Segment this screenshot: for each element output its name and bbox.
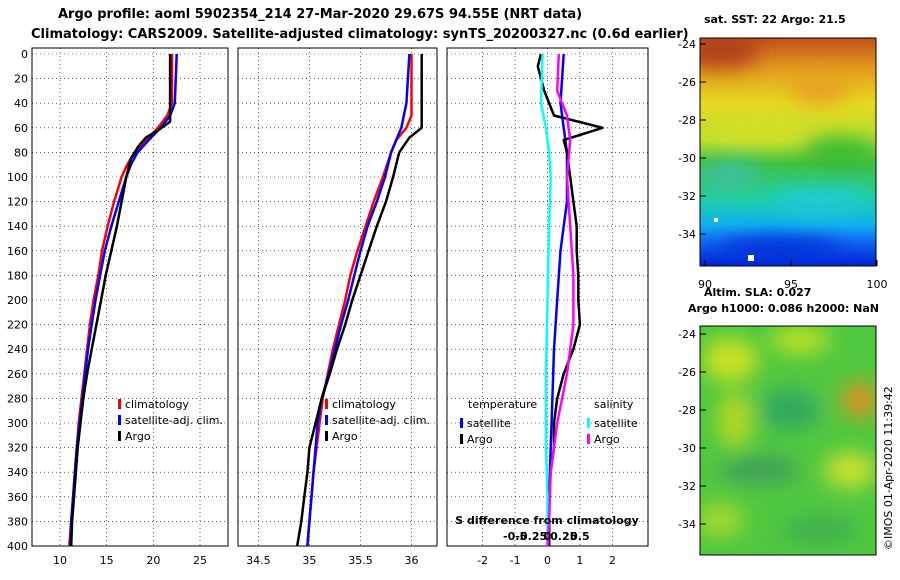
- series-line: [546, 53, 575, 547]
- sst-lat-label: -34: [678, 228, 696, 241]
- legend-title-salinity: salinity: [594, 398, 634, 411]
- legend-label: Argo: [594, 433, 620, 446]
- legend-label: satellite-adj. clim.: [125, 414, 223, 427]
- depth-tick-label: 60: [14, 122, 28, 135]
- salinity-diff-tick-label: -0.25: [515, 530, 547, 543]
- depth-tick-label: 200: [7, 294, 28, 307]
- sst-lon-label: 100: [867, 278, 888, 291]
- depth-tick-label: 380: [7, 515, 28, 528]
- sst-lat-label: -30: [678, 152, 696, 165]
- sst-map-title: sat. SST: 22 Argo: 21.5: [704, 13, 846, 26]
- depth-tick-label: 80: [14, 146, 28, 159]
- title-line-2: Climatology: CARS2009. Satellite-adjuste…: [31, 27, 689, 42]
- depth-tick-label: 220: [7, 319, 28, 332]
- x-tick-label: 10: [53, 554, 67, 567]
- x-tick-label: 35: [302, 554, 316, 567]
- depth-tick-label: 400: [7, 540, 28, 553]
- series-line: [539, 53, 552, 546]
- x-tick-label: 34.5: [246, 554, 271, 567]
- legend-marker: [118, 415, 121, 425]
- x-tick-label: -1: [510, 554, 521, 567]
- legend-label: satellite: [467, 417, 511, 430]
- x-tick-label: -2: [477, 554, 488, 567]
- depth-tick-label: 300: [7, 417, 28, 430]
- series-line: [295, 54, 423, 547]
- salinity-diff-tick-label: 0.5: [570, 530, 590, 543]
- legend-label: satellite-adj. clim.: [332, 414, 430, 427]
- depth-tick-label: 340: [7, 466, 28, 479]
- sst-lat-label: -24: [678, 38, 696, 51]
- depth-tick-label: 360: [7, 491, 28, 504]
- sst-lat-label: -26: [678, 76, 696, 89]
- sst-lon-label: 90: [698, 278, 712, 291]
- sla-map: -24 -26 -28 -30 -32 -34: [678, 325, 877, 556]
- sst-map: -24 -26 -28 -30 -32 -34 90 95 100: [678, 37, 888, 291]
- x-tick-label: 2: [609, 554, 616, 567]
- x-tick-label: 25: [193, 554, 207, 567]
- sst-lon-label: 95: [784, 278, 798, 291]
- legend-marker: [118, 399, 121, 409]
- legend-label: climatology: [332, 398, 396, 411]
- sla-lat-label: -24: [678, 328, 696, 341]
- depth-tick-label: 0: [21, 48, 28, 61]
- x-tick-label: 1: [576, 554, 583, 567]
- legend-label: satellite: [594, 417, 638, 430]
- depth-tick-label: 40: [14, 97, 28, 110]
- legend-marker: [118, 431, 121, 441]
- legend-title-temperature: temperature: [468, 398, 537, 411]
- depth-tick-label: 180: [7, 269, 28, 282]
- legend-marker: [460, 434, 463, 444]
- sla-lat-label: -32: [678, 480, 696, 493]
- sla-map-title-line-2: Argo h1000: 0.086 h2000: NaN: [688, 302, 880, 315]
- salinity-plot-frame: [237, 47, 438, 547]
- depth-tick-label: 280: [7, 392, 28, 405]
- sst-lat-label: -28: [678, 114, 696, 127]
- legend-marker: [325, 431, 328, 441]
- depth-tick-label: 100: [7, 171, 28, 184]
- series-line: [547, 53, 569, 546]
- depth-tick-label: 140: [7, 220, 28, 233]
- depth-tick-label: 240: [7, 343, 28, 356]
- salinity-diff-tick-label: 0.25: [550, 530, 577, 543]
- legend-marker: [587, 418, 590, 428]
- legend-label: Argo: [332, 430, 358, 443]
- difference-xlabel: S difference from climatology: [455, 514, 639, 527]
- title-line-1: Argo profile: aoml 5902354_214 27-Mar-20…: [58, 7, 583, 22]
- depth-tick-label: 120: [7, 196, 28, 209]
- x-tick-label: 36: [404, 554, 418, 567]
- depth-tick-label: 260: [7, 368, 28, 381]
- legend-marker: [587, 434, 590, 444]
- legend-label: Argo: [467, 433, 493, 446]
- temperature-plot-frame: [31, 47, 229, 547]
- series-line: [306, 53, 411, 547]
- legend-label: Argo: [125, 430, 151, 443]
- x-tick-label: 35.5: [348, 554, 373, 567]
- salinity-diff-tick-label: -0.5: [503, 530, 527, 543]
- sla-lat-label: -30: [678, 442, 696, 455]
- x-tick-label: 0: [544, 554, 551, 567]
- footer-credit: ©IMOS 01-Apr-2020 11:39:42: [882, 386, 895, 550]
- legend-marker: [325, 399, 328, 409]
- legend-marker: [460, 418, 463, 428]
- sla-lat-label: -34: [678, 518, 696, 531]
- sla-lat-label: -26: [678, 366, 696, 379]
- depth-tick-label: 160: [7, 245, 28, 258]
- salinity-diff-tick-label: 0: [544, 530, 552, 543]
- series-line: [69, 54, 172, 547]
- sla-map-title-line-1: Altim. SLA: 0.027: [704, 286, 812, 299]
- x-tick-label: 15: [100, 554, 114, 567]
- x-tick-label: 20: [146, 554, 160, 567]
- legend-label: climatology: [125, 398, 189, 411]
- depth-tick-label: 20: [14, 73, 28, 86]
- sst-lat-label: -32: [678, 190, 696, 203]
- legend-marker: [325, 415, 328, 425]
- depth-tick-label: 320: [7, 442, 28, 455]
- sla-lat-label: -28: [678, 404, 696, 417]
